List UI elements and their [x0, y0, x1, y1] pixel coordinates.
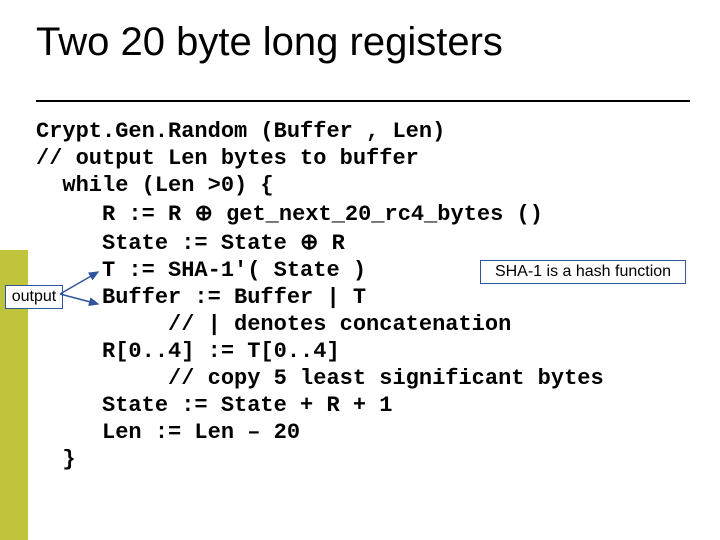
- oplus-icon: ⊕: [194, 200, 212, 225]
- code-line-3: while (Len >0) {: [36, 173, 274, 198]
- code-line-11: State := State + R + 1: [36, 393, 392, 418]
- slide-title: Two 20 byte long registers: [36, 20, 503, 65]
- code-line-2: // output Len bytes to buffer: [36, 146, 419, 171]
- oplus-icon: ⊕: [300, 229, 318, 254]
- code-line-12: Len := Len – 20: [36, 420, 300, 445]
- code-line-10: // copy 5 least significant bytes: [36, 366, 604, 391]
- code-line-1: Crypt.Gen.Random (Buffer , Len): [36, 119, 445, 144]
- code-line-4b: get_next_20_rc4_bytes (): [213, 202, 543, 227]
- code-line-5b: R: [318, 231, 344, 256]
- code-line-13: }: [36, 447, 76, 472]
- output-arrows-icon: [58, 258, 118, 318]
- slide: Two 20 byte long registers Crypt.Gen.Ran…: [0, 0, 720, 540]
- output-annotation: output: [5, 285, 63, 309]
- code-block: Crypt.Gen.Random (Buffer , Len) // outpu…: [36, 118, 604, 473]
- code-line-9: R[0..4] := T[0..4]: [36, 339, 340, 364]
- title-underline: [36, 100, 690, 102]
- code-line-4a: R := R: [36, 202, 194, 227]
- code-line-5a: State := State: [36, 231, 300, 256]
- sha-annotation: SHA-1 is a hash function: [480, 260, 686, 284]
